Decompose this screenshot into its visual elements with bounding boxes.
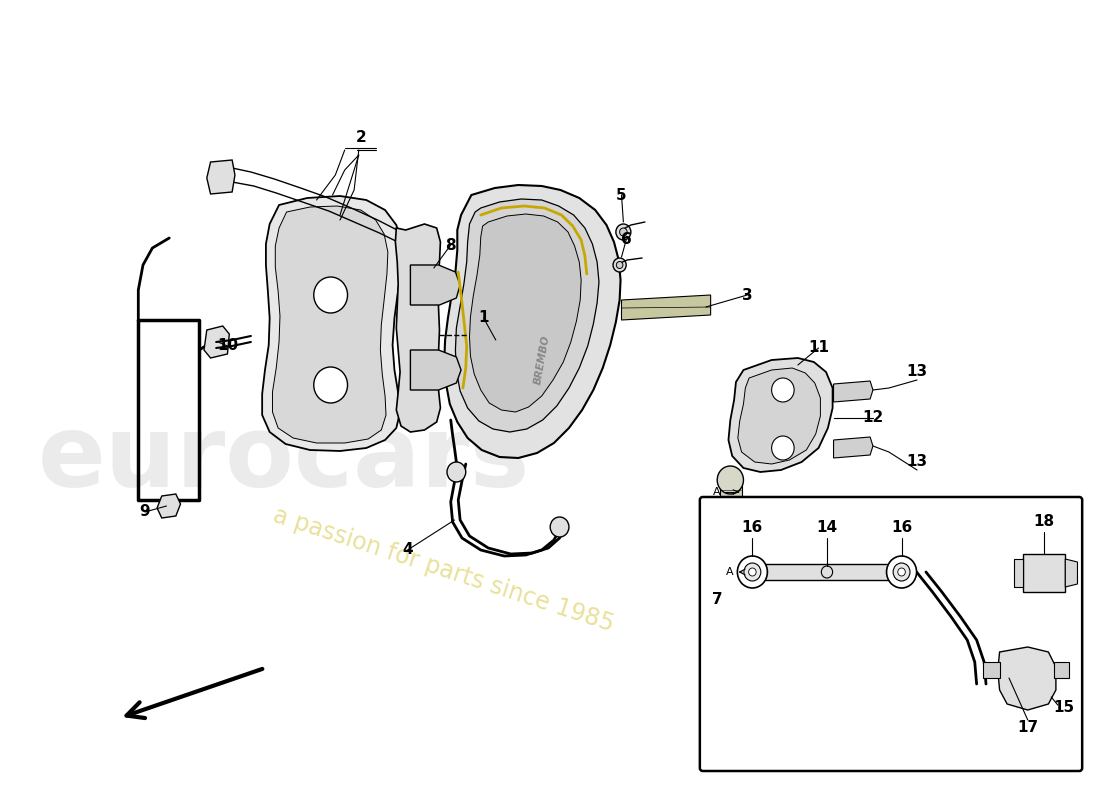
Circle shape [616, 262, 623, 269]
Circle shape [893, 563, 910, 581]
Text: 12: 12 [862, 410, 883, 426]
Circle shape [898, 568, 905, 576]
Circle shape [717, 466, 744, 494]
Text: 16: 16 [741, 521, 763, 535]
Text: A: A [726, 567, 734, 577]
Text: 17: 17 [1018, 719, 1038, 734]
FancyBboxPatch shape [700, 497, 1082, 771]
Circle shape [744, 563, 761, 581]
Polygon shape [410, 265, 460, 305]
Polygon shape [1054, 662, 1069, 678]
Polygon shape [834, 437, 873, 458]
Polygon shape [1065, 559, 1078, 587]
Polygon shape [273, 206, 388, 443]
Circle shape [749, 568, 756, 576]
Polygon shape [395, 224, 440, 432]
Text: 2: 2 [355, 130, 366, 146]
Polygon shape [262, 196, 402, 451]
Text: A: A [714, 487, 720, 497]
Polygon shape [1014, 559, 1023, 587]
Text: 16: 16 [891, 521, 912, 535]
Circle shape [771, 378, 794, 402]
Text: 13: 13 [906, 454, 927, 470]
Polygon shape [728, 358, 833, 472]
Text: 5: 5 [616, 187, 627, 202]
Circle shape [737, 556, 768, 588]
Text: 8: 8 [446, 238, 456, 253]
Text: 7: 7 [712, 593, 723, 607]
Polygon shape [720, 482, 741, 590]
Circle shape [613, 258, 626, 272]
Circle shape [447, 462, 465, 482]
Text: BREMBO: BREMBO [532, 334, 551, 386]
Text: 3: 3 [741, 287, 752, 302]
Text: 9: 9 [140, 505, 151, 519]
Text: 14: 14 [816, 521, 837, 535]
Polygon shape [455, 199, 600, 432]
Circle shape [314, 277, 348, 313]
Polygon shape [982, 662, 1000, 678]
Polygon shape [204, 326, 229, 358]
Text: eurocars: eurocars [37, 411, 530, 509]
Polygon shape [834, 381, 873, 402]
Circle shape [550, 517, 569, 537]
Circle shape [616, 224, 631, 240]
Text: 10: 10 [217, 338, 238, 354]
Polygon shape [998, 647, 1056, 710]
Circle shape [822, 566, 833, 578]
Polygon shape [410, 350, 461, 390]
Polygon shape [755, 564, 900, 580]
Text: 13: 13 [906, 365, 927, 379]
Circle shape [314, 367, 348, 403]
Polygon shape [1023, 554, 1065, 592]
Polygon shape [157, 494, 180, 518]
Text: 6: 6 [620, 233, 631, 247]
Text: 15: 15 [1053, 699, 1074, 714]
Text: 18: 18 [1033, 514, 1054, 530]
Text: 4: 4 [403, 542, 412, 558]
Circle shape [619, 228, 627, 236]
Text: 1: 1 [478, 310, 488, 326]
Text: a passion for parts since 1985: a passion for parts since 1985 [270, 503, 617, 637]
Text: 11: 11 [808, 341, 829, 355]
Circle shape [771, 436, 794, 460]
Polygon shape [738, 368, 821, 464]
Polygon shape [470, 214, 581, 412]
Polygon shape [621, 295, 711, 320]
Polygon shape [207, 160, 235, 194]
Circle shape [887, 556, 916, 588]
Polygon shape [444, 185, 620, 458]
